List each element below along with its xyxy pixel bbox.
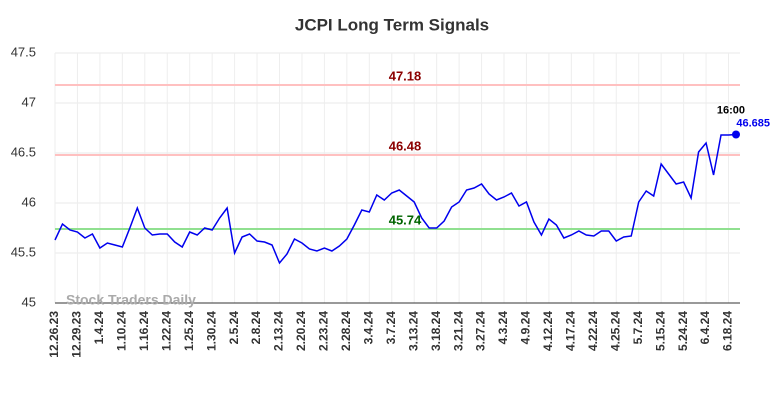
x-tick-label: 3.18.24 [429,311,443,351]
price-line [54,133,737,265]
y-tick-label: 45 [22,294,36,309]
x-tick-label: 2.28.24 [339,311,353,351]
x-tick-label: 1.22.24 [159,311,173,351]
signal-label: 47.18 [389,68,422,83]
last-point [732,130,740,139]
x-tick-label: 6.18.24 [721,311,735,351]
last-value: 46.685 [736,117,770,129]
signal-label: 46.48 [389,138,422,153]
x-tick-label: 1.16.24 [137,311,151,351]
x-tick-label: 2.5.24 [227,311,241,345]
x-tick-label: 1.25.24 [182,311,196,351]
x-tick-label: 4.9.24 [519,311,533,345]
x-tick-label: 3.4.24 [361,311,375,345]
x-tick-label: 2.23.24 [317,311,331,351]
x-tick-label: 2.20.24 [294,311,308,351]
x-tick-label: 1.4.24 [92,311,106,345]
x-tick-label: 4.17.24 [564,311,578,351]
x-tick-label: 4.22.24 [586,311,600,351]
x-tick-label: 5.24.24 [676,311,690,351]
chart-title: JCPI Long Term Signals [295,15,489,34]
x-tick-label: 1.30.24 [204,311,218,351]
last-time: 16:00 [717,104,745,116]
y-tick-label: 47.5 [11,44,36,59]
y-tick-label: 46.5 [11,144,36,159]
x-tick-label: 3.27.24 [474,311,488,351]
x-tick-label: 4.3.24 [496,311,510,345]
y-tick-label: 47 [22,94,36,109]
x-tick-label: 2.8.24 [249,311,263,345]
x-tick-label: 12.26.23 [47,311,61,358]
x-tick-label: 4.12.24 [541,311,555,351]
y-tick-label: 46 [22,194,36,209]
x-tick-label: 5.15.24 [653,311,667,351]
x-tick-label: 5.7.24 [631,311,645,345]
x-tick-label: 3.7.24 [384,311,398,345]
watermark: Stock Traders Daily [66,292,196,308]
x-tick-label: 12.29.23 [70,311,84,358]
y-tick-label: 45.5 [11,244,36,259]
x-tick-label: 6.4.24 [698,311,712,345]
signal-label: 45.74 [389,212,422,227]
x-tick-label: 1.10.24 [115,311,129,351]
x-tick-label: 4.25.24 [608,311,622,351]
x-tick-label: 2.13.24 [272,311,286,351]
x-tick-label: 3.21.24 [451,311,465,351]
x-tick-label: 3.13.24 [406,311,420,351]
